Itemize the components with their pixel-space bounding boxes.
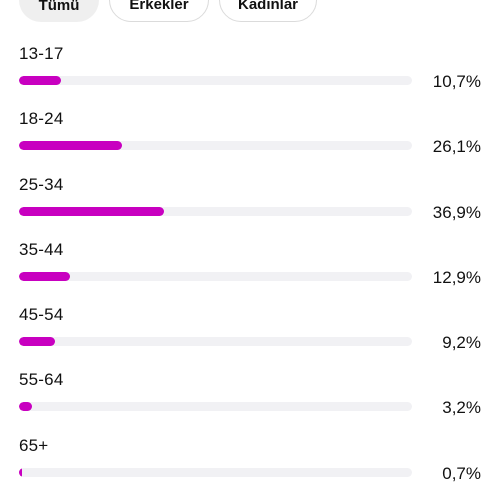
percentage-value: 36,9%: [432, 202, 481, 222]
percentage-bar-fill: [19, 141, 122, 151]
percentage-value: 3,2%: [442, 398, 481, 418]
percentage-value: 0,7%: [442, 463, 481, 483]
age-label: 25-34: [19, 174, 64, 194]
percentage-bar-track: [19, 206, 412, 216]
tab-women[interactable]: Kadınlar: [219, 0, 317, 22]
percentage-value: 26,1%: [432, 137, 481, 157]
percentage-value: 12,9%: [432, 267, 481, 287]
percentage-bar-track: [19, 271, 412, 281]
age-row-45-54: 45-54 9,2%: [19, 303, 481, 368]
age-row-35-44: 35-44 12,9%: [19, 238, 481, 303]
age-row-25-34: 25-34 36,9%: [19, 173, 481, 238]
audience-filter-tabs: Tümü Erkekler Kadınlar: [19, 0, 317, 22]
age-label: 55-64: [19, 370, 64, 390]
percentage-bar-track: [19, 337, 412, 347]
age-label: 65+: [19, 435, 49, 455]
percentage-bar-fill: [19, 206, 165, 216]
age-row-65-plus: 65+ 0,7%: [19, 434, 481, 499]
age-row-18-24: 18-24 26,1%: [19, 107, 481, 172]
percentage-bar-track: [19, 402, 412, 412]
age-range-list: 13-17 10,7% 18-24 26,1% 25-34 36,9% 35-4…: [19, 42, 481, 499]
percentage-bar-fill: [19, 271, 70, 281]
percentage-value: 9,2%: [442, 333, 481, 353]
age-label: 35-44: [19, 239, 64, 259]
age-row-55-64: 55-64 3,2%: [19, 368, 481, 433]
percentage-bar-track: [19, 467, 412, 477]
tab-all[interactable]: Tümü: [19, 0, 99, 22]
percentage-bar-fill: [19, 467, 22, 477]
tab-men[interactable]: Erkekler: [109, 0, 209, 22]
percentage-bar-track: [19, 76, 412, 85]
age-label: 45-54: [19, 305, 64, 325]
age-label: 13-17: [19, 44, 64, 63]
percentage-bar-fill: [19, 76, 62, 85]
percentage-value: 10,7%: [432, 72, 481, 91]
age-label: 18-24: [19, 109, 64, 129]
percentage-bar-fill: [19, 337, 56, 347]
age-row-13-17: 13-17 10,7%: [19, 42, 481, 107]
percentage-bar-fill: [19, 402, 32, 412]
percentage-bar-track: [19, 141, 412, 151]
